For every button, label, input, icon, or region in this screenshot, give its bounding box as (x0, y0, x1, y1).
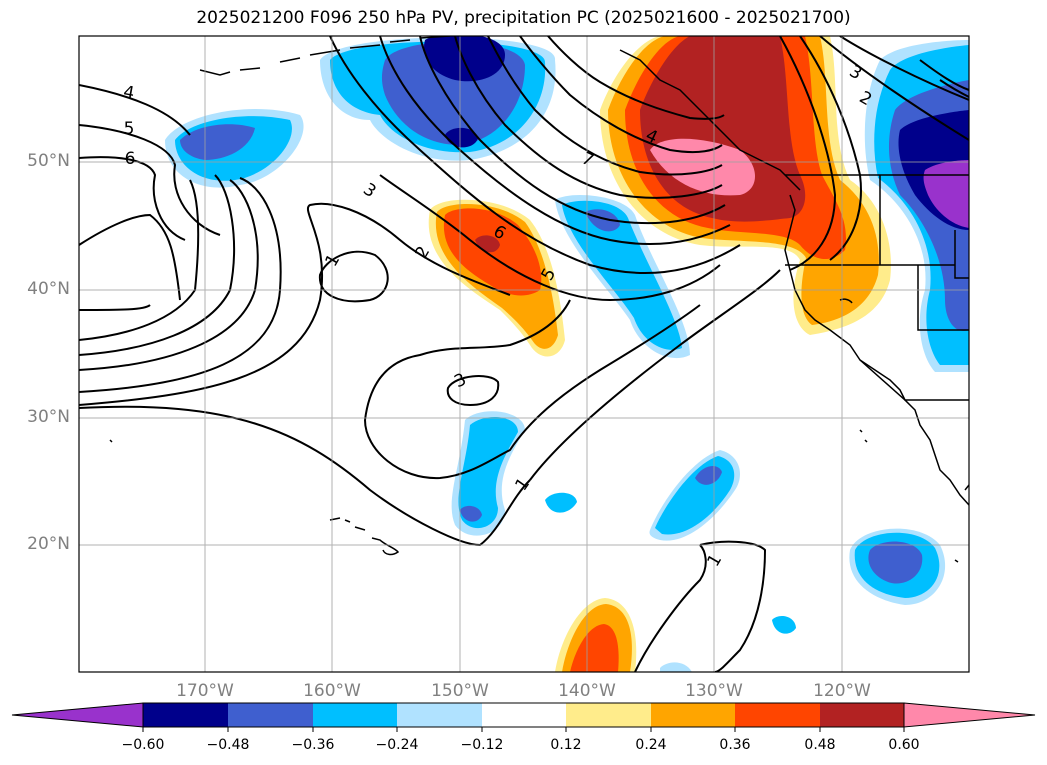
lon-label: 140°W (558, 681, 616, 701)
colorbar-tick-label: 0.60 (888, 737, 920, 753)
neg-anomaly-subtropical (451, 411, 946, 672)
gridlines (79, 36, 969, 672)
lon-label: 150°W (431, 681, 489, 701)
colorbar-bin (313, 703, 397, 727)
colorbar-tick-label: 0.12 (550, 737, 582, 753)
lon-label: 130°W (685, 681, 743, 701)
colorbar-tick-label: −0.24 (375, 737, 419, 753)
coastlines (109, 36, 969, 563)
colorbar-tick-label: −0.12 (460, 737, 504, 753)
neg-anomaly-east-pacific (555, 195, 690, 359)
colorbar-tick-label: −0.60 (121, 737, 165, 753)
colorbar-extend-left (11, 702, 144, 728)
pos-anomaly-south-pacific (555, 598, 637, 672)
colorbar-bin (735, 703, 820, 727)
colorbar-bin (482, 703, 566, 727)
colorbar-bin (651, 703, 735, 727)
colorbar-tick-label: −0.48 (206, 737, 250, 753)
lat-label: 50°N (27, 151, 70, 171)
colorbar-tick-label: −0.36 (291, 737, 335, 753)
lat-label: 40°N (27, 279, 70, 299)
colorbar-bin (397, 703, 482, 727)
colorbar (11, 702, 1036, 732)
neg-anomaly-aleutian (165, 109, 304, 188)
lat-label: 20°N (27, 534, 70, 554)
colorbar-bin (566, 703, 651, 727)
colorbar-tick-label: 0.36 (719, 737, 751, 753)
lon-label: 160°W (303, 681, 361, 701)
contour-label: 4 (122, 82, 136, 104)
map-title: 2025021200 F096 250 hPa PV, precipitatio… (196, 8, 851, 28)
map-frame (78, 35, 970, 673)
colorbar-bin (820, 703, 904, 727)
lon-label: 120°W (813, 681, 871, 701)
pos-anomaly-northeast-pacific (600, 36, 891, 335)
lon-label: 170°W (176, 681, 234, 701)
lat-label: 30°N (27, 407, 70, 427)
neg-anomaly-gulf-alaska (320, 36, 556, 161)
colorbar-bin (143, 703, 228, 727)
colorbar-extend-right (903, 702, 1036, 728)
pos-anomaly-central-pacific (428, 199, 565, 357)
colorbar-tick-label: 0.48 (804, 737, 836, 753)
contour-label: 5 (124, 119, 135, 139)
colorbar-tick-label: 0.24 (635, 737, 667, 753)
contour-label: 6 (125, 149, 136, 169)
colorbar-bin (228, 703, 313, 727)
